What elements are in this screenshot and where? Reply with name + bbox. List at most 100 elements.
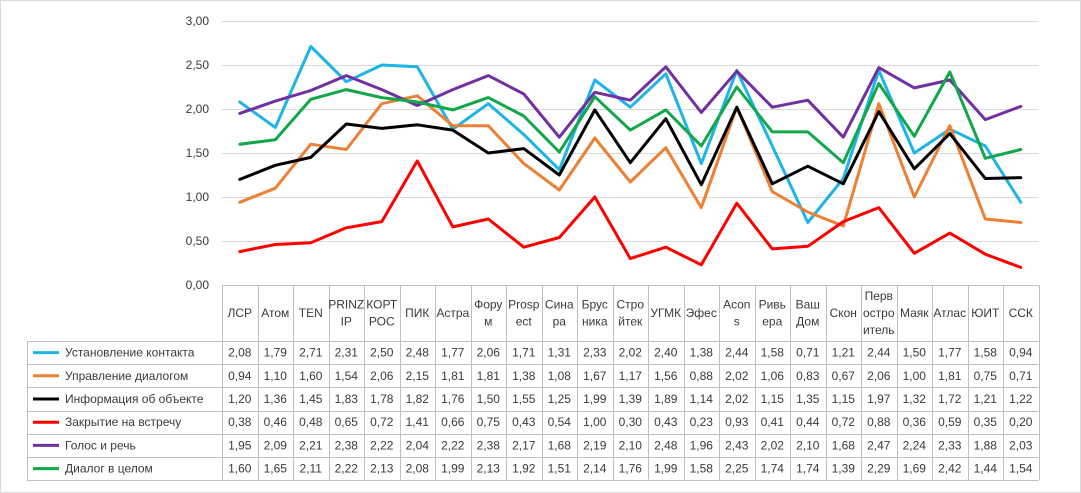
table-value: 0,88 — [690, 369, 714, 383]
table-value: 1,45 — [299, 392, 323, 406]
category-label: ера — [762, 315, 782, 329]
table-value: 2,13 — [370, 462, 394, 476]
table-value: 1,78 — [370, 392, 394, 406]
table-value: 2,40 — [654, 346, 678, 360]
table-value: 1,81 — [477, 369, 501, 383]
series-name: Голос и речь — [65, 438, 136, 452]
table-value: 2,22 — [335, 462, 359, 476]
table-value: 0,93 — [725, 415, 749, 429]
category-label: остро — [863, 306, 895, 320]
y-tick-label: 2,00 — [186, 102, 210, 116]
table-value: 0,43 — [654, 415, 678, 429]
table-value: 1,99 — [441, 462, 465, 476]
table-value: 1,06 — [761, 369, 785, 383]
table-value: 0,38 — [228, 415, 252, 429]
table-value: 1,55 — [512, 392, 536, 406]
table-value: 0,36 — [903, 415, 927, 429]
table-value: 1,44 — [974, 462, 998, 476]
table-value: 1,99 — [654, 462, 678, 476]
category-label: Дом — [796, 315, 819, 329]
table-value: 1,81 — [441, 369, 465, 383]
table-value: 1,36 — [264, 392, 288, 406]
data-table: ЛСР Атом TEN PRINZ IP КОРТ РОС ПИК Астра Фору м Pro… — [27, 285, 1040, 481]
table-value: 1,68 — [832, 438, 856, 452]
category-label: ЮИТ — [971, 306, 1000, 320]
table-value: 2,08 — [406, 462, 430, 476]
series-line — [238, 65, 1023, 139]
table-value: 2,02 — [619, 346, 643, 360]
table-value: 1,88 — [974, 438, 998, 452]
table-value: 1,38 — [512, 369, 536, 383]
table-value: 1,60 — [228, 462, 252, 476]
category-label: ЛСР — [227, 306, 252, 320]
table-value: 1,35 — [796, 392, 820, 406]
table-value: 1,92 — [512, 462, 536, 476]
table-value: 1,10 — [264, 369, 288, 383]
table-value: 2,33 — [583, 346, 607, 360]
table-value: 2,06 — [867, 369, 891, 383]
category-label: Скон — [830, 306, 857, 320]
table-value: 1,83 — [335, 392, 359, 406]
table-value: 2,06 — [477, 346, 501, 360]
table-value: 1,08 — [548, 369, 572, 383]
table-value: 2,29 — [867, 462, 891, 476]
table-value: 1,32 — [903, 392, 927, 406]
table-value: 1,25 — [548, 392, 572, 406]
table-value: 1,14 — [690, 392, 714, 406]
category-label: Эфес — [686, 306, 717, 320]
table-value: 2,22 — [370, 438, 394, 452]
table-value: 1,60 — [299, 369, 323, 383]
table-value: 1,00 — [903, 369, 927, 383]
table-value: 1,41 — [406, 415, 430, 429]
table-value: 1,97 — [867, 392, 891, 406]
table-value: 2,43 — [725, 438, 749, 452]
table-value: 2,02 — [761, 438, 785, 452]
series-line — [238, 45, 1023, 224]
table-value: 1,17 — [619, 369, 643, 383]
table-value: 2,21 — [299, 438, 323, 452]
table-value: 2,09 — [264, 438, 288, 452]
table-value: 1,95 — [228, 438, 252, 452]
table-value: 0,88 — [867, 415, 891, 429]
category-label: s — [734, 315, 740, 329]
table-value: 1,58 — [761, 346, 785, 360]
table-value: 2,13 — [477, 462, 501, 476]
table-value: 1,20 — [228, 392, 252, 406]
category-label: Атом — [261, 306, 289, 320]
category-label: Acon — [723, 298, 750, 312]
category-label: КОРТ — [366, 298, 398, 312]
table-value: 2,25 — [725, 462, 749, 476]
table-value: 1,68 — [548, 438, 572, 452]
category-label: Атлас — [933, 306, 966, 320]
table-value: 0,72 — [832, 415, 856, 429]
table-value: 1,39 — [619, 392, 643, 406]
table-value: 1,21 — [832, 346, 856, 360]
table-value: 1,39 — [832, 462, 856, 476]
table-value: 1,76 — [619, 462, 643, 476]
table-value: 0,54 — [548, 415, 572, 429]
series-name: Установление контакта — [65, 346, 195, 360]
table-value: 1,31 — [548, 346, 572, 360]
table-value: 0,71 — [796, 346, 820, 360]
table-value: 1,74 — [761, 462, 785, 476]
table-value: 2,10 — [796, 438, 820, 452]
series-line — [238, 94, 1023, 228]
category-label: Астра — [436, 306, 469, 320]
table-value: 2,03 — [1009, 438, 1033, 452]
table-value: 2,10 — [619, 438, 643, 452]
table-value: 2,15 — [406, 369, 430, 383]
table-value: 1,81 — [938, 369, 962, 383]
table-value: 0,94 — [1009, 346, 1033, 360]
table-value: 1,56 — [654, 369, 678, 383]
category-label: IP — [341, 315, 352, 329]
table-value: 0,75 — [477, 415, 501, 429]
category-label: ра — [553, 315, 567, 329]
y-tick-label: 0,00 — [186, 278, 210, 292]
table-value: 2,48 — [654, 438, 678, 452]
table-value: 1,22 — [1009, 392, 1033, 406]
table-value: 1,00 — [583, 415, 607, 429]
table-value: 1,38 — [690, 346, 714, 360]
table-value: 0,94 — [228, 369, 252, 383]
table-value: 0,44 — [796, 415, 820, 429]
y-tick-label: 1,00 — [186, 190, 210, 204]
